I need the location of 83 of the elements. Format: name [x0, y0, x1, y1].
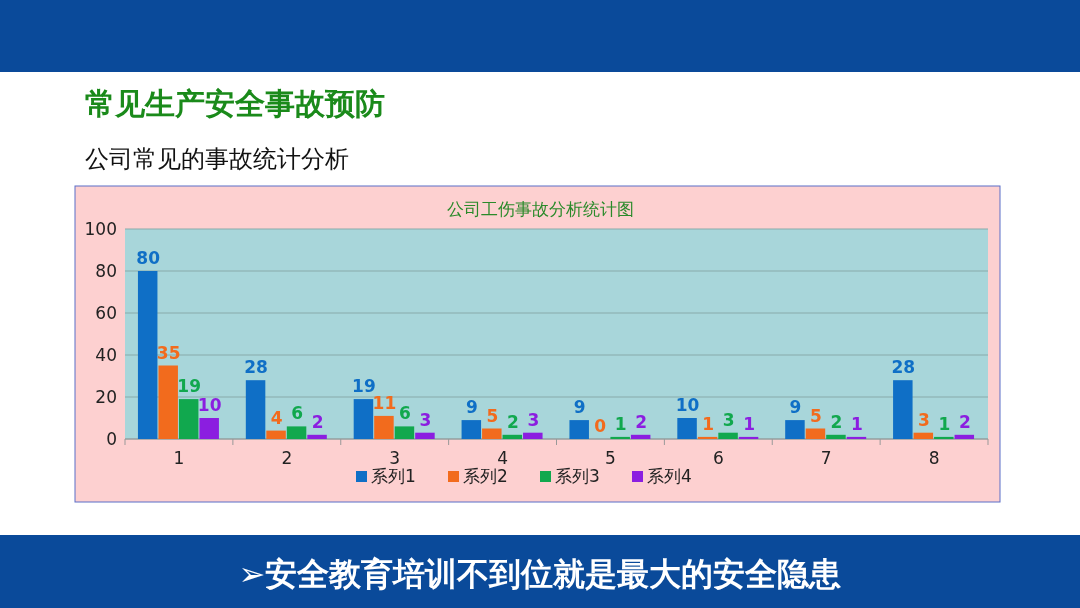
x-tick-label: 2 [281, 448, 293, 468]
x-tick-label: 3 [389, 448, 401, 468]
data-label: 10 [675, 395, 700, 415]
x-tick-label: 8 [928, 448, 940, 468]
text: 公司工伤事故分析统计图 [446, 199, 634, 219]
x-tick-label: 6 [712, 448, 724, 468]
bar [934, 436, 954, 439]
data-label: 1 [702, 413, 714, 434]
bar [569, 420, 589, 439]
bar [785, 420, 805, 439]
data-label: 6 [291, 403, 303, 424]
bar [307, 434, 327, 439]
bar [718, 432, 738, 439]
data-label: 4 [270, 407, 283, 428]
data-label: 5 [810, 405, 822, 426]
data-label: 80 [136, 248, 161, 268]
data-label: 0 [594, 416, 607, 436]
legend-label: 系列4 [647, 466, 692, 486]
data-label: 6 [399, 403, 411, 424]
bar [677, 418, 697, 439]
text: ➢安全教育培训不到位就是最大的安全隐患 [238, 555, 842, 593]
bar [394, 426, 415, 439]
data-label: 19 [177, 376, 202, 397]
bar [954, 434, 975, 439]
data-label: 9 [789, 397, 802, 418]
data-label: 28 [244, 357, 268, 378]
bar [913, 432, 934, 439]
data-label: 3 [419, 409, 432, 430]
y-tick-label: 80 [95, 261, 117, 281]
bar [415, 432, 435, 439]
bar [286, 426, 307, 439]
data-label: 2 [958, 411, 971, 432]
y-tick-label: 100 [84, 219, 117, 239]
bar [461, 420, 482, 439]
y-tick-label: 0 [106, 429, 117, 449]
y-tick-label: 40 [95, 345, 117, 365]
bar [697, 436, 718, 439]
legend-label: 系列2 [463, 466, 508, 486]
data-label: 35 [156, 342, 181, 363]
bar [199, 418, 219, 439]
legend-label: 系列3 [555, 466, 600, 486]
bar [630, 434, 651, 439]
chart-title: 常见生产安全事故预防 [85, 86, 385, 121]
data-label: 9 [465, 397, 478, 418]
bar [523, 432, 543, 439]
data-label: 3 [917, 409, 930, 430]
bar [502, 434, 523, 439]
chart-subtitle: 公司常见的事故统计分析 [85, 145, 349, 173]
data-label: 1 [743, 413, 755, 434]
x-tick-label: 1 [173, 448, 185, 468]
x-tick-label: 4 [497, 448, 508, 468]
data-label: 5 [486, 405, 499, 426]
bar [826, 434, 846, 439]
bar [805, 428, 826, 439]
data-label: 1 [851, 413, 863, 434]
bar [353, 399, 374, 439]
bar [893, 380, 913, 439]
y-tick-label: 20 [95, 387, 117, 407]
x-tick-label: 5 [605, 448, 616, 468]
bar [846, 436, 867, 439]
bar [245, 380, 266, 439]
bar [266, 430, 286, 439]
data-label: 3 [722, 409, 735, 430]
data-label: 2 [830, 411, 843, 432]
data-label: 2 [311, 411, 324, 432]
data-label: 2 [506, 411, 519, 432]
bar [738, 436, 759, 439]
x-tick-label: 7 [820, 448, 832, 468]
bar [610, 436, 630, 439]
bar [374, 415, 394, 439]
bar [482, 428, 502, 439]
bar [158, 365, 178, 439]
bar [178, 399, 199, 439]
data-label: 10 [197, 395, 222, 415]
y-tick-label: 60 [95, 303, 117, 323]
data-label: 1 [614, 413, 627, 434]
data-label: 1 [938, 413, 951, 434]
bar [137, 271, 158, 439]
data-label: 3 [527, 409, 540, 430]
data-label: 9 [573, 397, 586, 418]
data-label: 28 [891, 357, 916, 378]
legend-label: 系列1 [371, 466, 416, 486]
data-label: 2 [635, 411, 648, 432]
